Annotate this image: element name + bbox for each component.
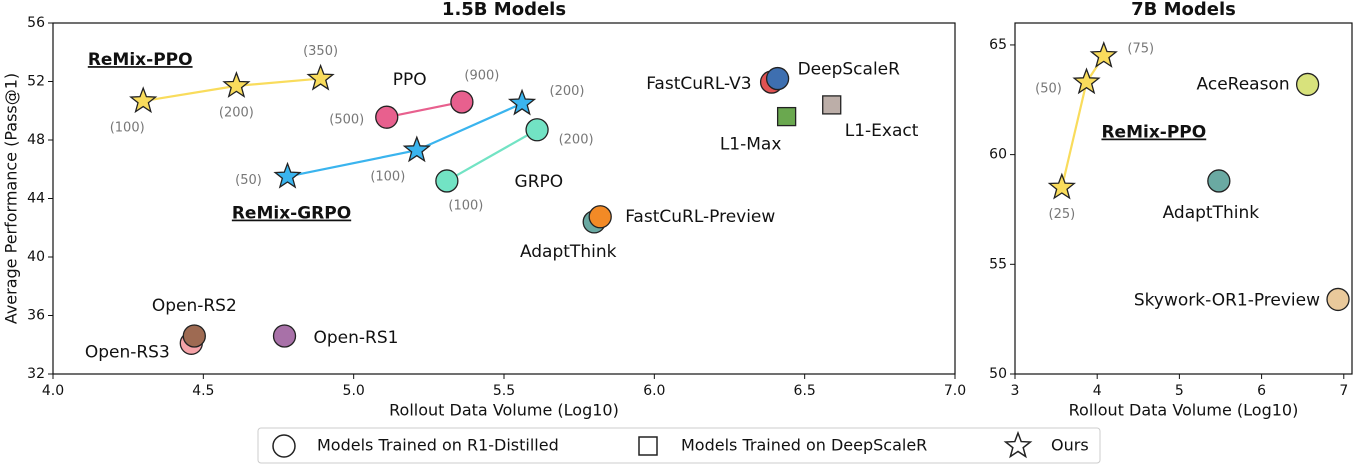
point: [1207, 169, 1231, 193]
series-name: ReMix-PPO: [88, 50, 193, 70]
series-name: Open-RS1: [314, 328, 399, 348]
legend-label: Models Trained on DeepScaleR: [681, 436, 927, 455]
series-name: AceReason: [1197, 74, 1290, 94]
x-tick-label: 6.0: [643, 383, 665, 399]
y-tick-label: 44: [27, 191, 45, 207]
x-tick-label: 6: [1257, 383, 1266, 399]
point-label: (100): [370, 170, 405, 185]
point: [129, 86, 158, 114]
point: [588, 205, 612, 229]
series-name: AdaptThink: [1163, 203, 1260, 223]
series-name: ReMix-PPO: [1101, 123, 1206, 143]
y-tick-label: 56: [27, 15, 45, 31]
legend-label: Ours: [1051, 436, 1089, 455]
point: [1072, 67, 1101, 95]
series-name: DeepScaleR: [798, 60, 901, 80]
legend-box: [257, 427, 1101, 464]
y-tick-label: 50: [989, 366, 1007, 382]
y-tick-label: 55: [989, 256, 1007, 272]
point: [222, 71, 251, 98]
point-label: (50): [235, 173, 262, 188]
series-name: L1-Exact: [845, 121, 919, 141]
x-axis-label: Rollout Data Volume (Log10): [1069, 401, 1299, 420]
x-tick-label: 7: [1339, 383, 1348, 399]
x-tick-label: 4.0: [42, 383, 64, 399]
point-label: (75): [1127, 41, 1154, 56]
point-label: (350): [303, 44, 338, 59]
point: [375, 105, 399, 129]
chart-title: 7B Models: [1131, 0, 1236, 20]
y-tick-label: 65: [989, 37, 1007, 53]
y-tick-label: 32: [27, 366, 45, 382]
point-label: (100): [110, 121, 145, 136]
series-name: Open-RS2: [152, 296, 237, 316]
point: [273, 161, 302, 189]
series-name: L1-Max: [720, 135, 782, 155]
series-name: FastCuRL-Preview: [625, 207, 775, 227]
plot-frame: [1014, 22, 1353, 375]
series-name: GRPO: [515, 172, 564, 192]
point: [1047, 172, 1076, 200]
series-name: ReMix-GRPO: [232, 204, 351, 224]
x-tick-label: 5.0: [343, 383, 365, 399]
point-label: (900): [464, 68, 499, 83]
series-name: FastCuRL-V3: [646, 74, 751, 94]
y-axis-label: Average Performance (Pass@1): [2, 73, 21, 324]
point: [822, 95, 842, 115]
x-tick-label: 6.5: [794, 383, 816, 399]
x-tick-label: 4.5: [192, 383, 214, 399]
point: [1089, 41, 1118, 68]
point: [1295, 72, 1320, 97]
y-tick-label: 52: [27, 74, 45, 90]
legend-marker: [1003, 430, 1033, 459]
point: [765, 66, 790, 91]
chart-title: 1.5B Models: [442, 0, 566, 20]
y-tick-label: 48: [27, 132, 45, 148]
x-tick-label: 5: [1175, 383, 1184, 399]
y-tick-label: 60: [989, 147, 1007, 163]
point-label: (200): [550, 84, 585, 99]
y-tick-label: 36: [27, 308, 45, 324]
point-label: (50): [1035, 82, 1062, 97]
x-tick-label: 4: [1093, 383, 1102, 399]
x-tick-label: 7.0: [944, 383, 966, 399]
point: [525, 118, 549, 142]
point: [435, 169, 459, 193]
legend-label: Models Trained on R1-Distilled: [317, 436, 559, 455]
point-label: (200): [219, 105, 254, 120]
series-line: [446, 128, 538, 182]
x-tick-label: 3: [1011, 383, 1020, 399]
point: [507, 88, 537, 116]
point-label: (25): [1049, 207, 1076, 222]
point: [776, 106, 797, 127]
series-name: PPO: [393, 70, 427, 90]
legend-marker: [638, 436, 658, 456]
point: [272, 324, 297, 348]
point-label: (100): [448, 198, 483, 213]
point: [1326, 287, 1350, 312]
point: [306, 63, 335, 91]
legend-marker: [272, 434, 296, 458]
series-name: AdaptThink: [520, 242, 617, 262]
series-name: Skywork-OR1-Preview: [1134, 290, 1320, 310]
point: [402, 135, 431, 163]
point-label: (200): [559, 132, 594, 147]
y-tick-label: 40: [27, 249, 45, 265]
point: [450, 90, 474, 114]
x-tick-label: 5.5: [493, 383, 515, 399]
x-axis-label: Rollout Data Volume (Log10): [389, 401, 619, 420]
point-label: (500): [329, 113, 364, 128]
series-line: [1060, 55, 1105, 188]
series-name: Open-RS3: [85, 342, 170, 362]
point: [182, 324, 206, 348]
series-line: [386, 100, 463, 119]
